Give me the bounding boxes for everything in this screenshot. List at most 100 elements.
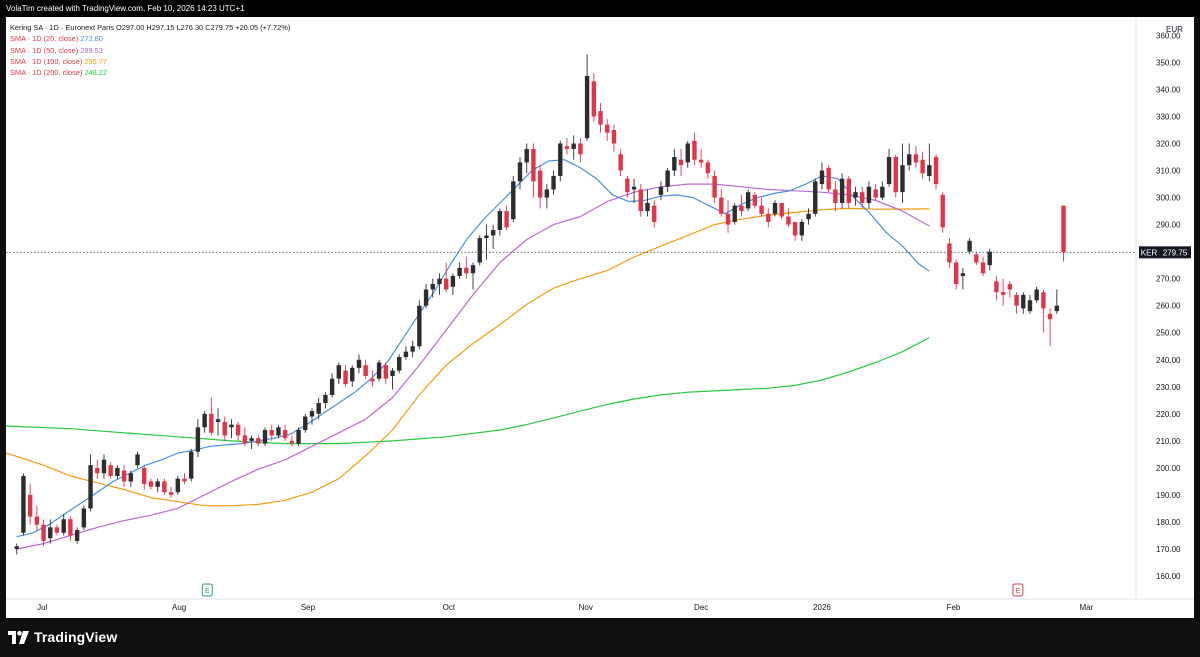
overlay: E E KER 279.75 xyxy=(6,246,1191,597)
candle-body xyxy=(430,284,435,290)
candle xyxy=(880,181,885,201)
candle xyxy=(652,200,657,228)
candle-body xyxy=(652,205,657,222)
candle xyxy=(88,454,93,512)
legend-sma20-row[interactable]: SMA · 1D (20, close) 272.80 xyxy=(10,33,290,44)
candle-body xyxy=(1054,305,1060,312)
candle-body xyxy=(115,467,120,477)
candle-body xyxy=(242,435,248,444)
ticker-badge xyxy=(1139,246,1159,259)
candle xyxy=(370,370,375,387)
candle xyxy=(222,416,227,441)
candle xyxy=(95,459,100,479)
candle-body xyxy=(860,192,865,203)
candle-body xyxy=(417,305,422,347)
ohlc-close: 279.75 xyxy=(210,23,234,32)
legend-sma200-row[interactable]: SMA · 1D (200, close) 248.22 xyxy=(10,67,290,78)
y-tick-label: 320.00 xyxy=(1156,140,1181,149)
candle-body xyxy=(779,202,784,217)
candle xyxy=(309,408,315,425)
candle-body xyxy=(168,492,174,495)
candle xyxy=(430,278,435,298)
candle xyxy=(558,140,563,182)
candle-body xyxy=(732,205,737,222)
candle xyxy=(504,205,509,231)
candle-body xyxy=(363,365,368,376)
candle xyxy=(819,162,825,190)
candle-body xyxy=(81,508,87,528)
candle xyxy=(994,275,999,301)
candle xyxy=(41,519,46,547)
candle-body xyxy=(329,378,335,395)
candle xyxy=(1061,205,1066,262)
x-tick-label: Aug xyxy=(172,603,186,612)
candle-body xyxy=(705,162,711,174)
legend-sma100-row[interactable]: SMA · 1D (100, close) 295.77 xyxy=(10,56,290,67)
candle xyxy=(940,192,945,233)
sma100-line xyxy=(6,207,930,507)
candle-body xyxy=(839,178,845,203)
candle xyxy=(276,424,281,439)
candle-body xyxy=(752,194,758,206)
candle xyxy=(403,346,409,360)
candle-body xyxy=(61,519,66,533)
legend-sma100-label: SMA · 1D (100, close) xyxy=(10,56,83,66)
legend-sma100-value: 295.77 xyxy=(84,56,107,66)
candle xyxy=(725,200,731,233)
y-tick-label: 310.00 xyxy=(1156,167,1181,176)
candle-body xyxy=(974,254,979,263)
candle-body xyxy=(108,465,113,477)
candle-body xyxy=(544,189,550,198)
candle xyxy=(846,175,852,209)
candle-body xyxy=(638,189,643,212)
candle-body xyxy=(685,143,690,163)
candle-body xyxy=(256,438,261,444)
candle-body xyxy=(484,235,489,239)
candle-body xyxy=(148,481,154,487)
sma200-line xyxy=(6,337,930,445)
candle-body xyxy=(927,165,932,176)
legend-sma50-label: SMA · 1D (50, close) xyxy=(10,45,79,55)
candle-body xyxy=(1000,292,1006,295)
candle xyxy=(980,257,986,276)
candle xyxy=(108,462,113,479)
candle-body xyxy=(128,473,134,482)
x-tick-label: Mar xyxy=(1079,603,1093,612)
candle-body xyxy=(249,438,254,441)
candles xyxy=(14,54,1066,555)
ohlc-high-label: H xyxy=(146,23,152,32)
candle-body xyxy=(866,186,872,203)
candle-body xyxy=(289,440,295,444)
candle xyxy=(329,373,335,398)
last-price-label: 279.75 xyxy=(1163,248,1188,257)
candle-body xyxy=(933,157,939,185)
candle xyxy=(61,513,66,536)
candle-body xyxy=(142,467,147,485)
candle-body xyxy=(215,419,221,422)
y-tick-label: 270.00 xyxy=(1156,275,1181,284)
y-tick-label: 220.00 xyxy=(1156,410,1181,419)
candle-body xyxy=(175,478,180,493)
y-tick-label: 170.00 xyxy=(1156,545,1181,554)
candle xyxy=(719,189,724,217)
candle-body xyxy=(370,378,375,382)
legend-sma50-row[interactable]: SMA · 1D (50, close) 289.53 xyxy=(10,45,290,56)
candle-body xyxy=(1034,289,1039,301)
candle-body xyxy=(712,175,717,198)
candle xyxy=(1054,289,1060,314)
candle-body xyxy=(202,413,207,428)
chart-panel[interactable]: 160.00 170.00 180.00 190.00 200.00 210.00 220.… xyxy=(6,17,1194,618)
x-tick-label: Dec xyxy=(694,603,708,612)
price-chart[interactable]: 160.00 170.00 180.00 190.00 200.00 210.00 220.… xyxy=(6,17,1194,618)
candle-body xyxy=(819,170,825,185)
candle xyxy=(168,486,174,498)
candle-body xyxy=(531,148,536,182)
y-tick-label: 160.00 xyxy=(1156,572,1181,581)
candle xyxy=(175,476,180,495)
candle-body xyxy=(799,221,805,236)
candle-body xyxy=(511,181,516,220)
candle xyxy=(860,186,865,209)
y-tick-label: 250.00 xyxy=(1156,329,1181,338)
tradingview-logo[interactable]: TradingView xyxy=(8,629,117,645)
legend-symbol: Kering SA · 1D · Euronext Paris xyxy=(10,23,114,32)
